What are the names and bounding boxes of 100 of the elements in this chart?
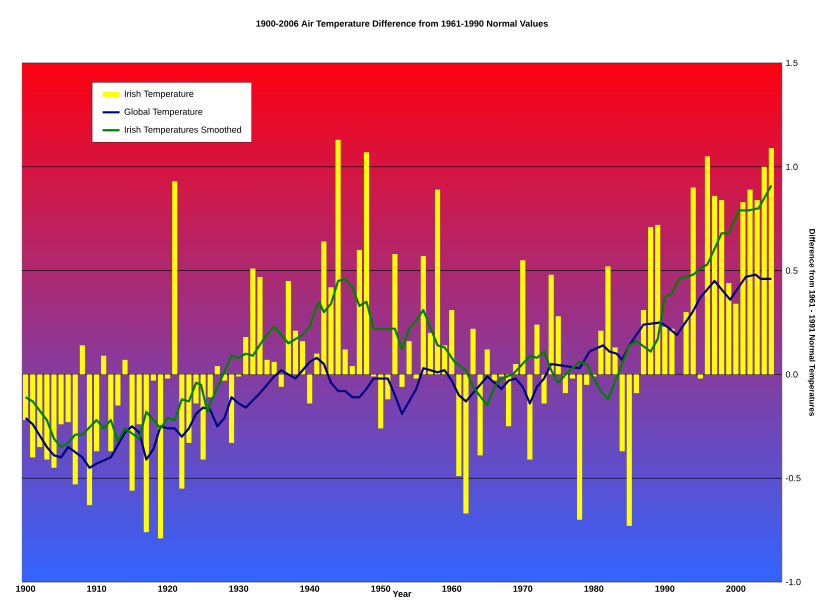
- bar: [456, 374, 462, 476]
- bar: [336, 140, 341, 374]
- bar: [690, 188, 696, 374]
- x-tick-label: 1900: [16, 586, 36, 592]
- bar: [286, 280, 291, 374]
- x-tick-label: 1940: [300, 586, 320, 592]
- legend-label: Global Temperature: [124, 108, 202, 117]
- bar: [172, 181, 178, 374]
- bar: [420, 256, 426, 374]
- chart-title: 1900-2006 Air Temperature Difference from 1961-1990 Normal Values: [256, 20, 548, 28]
- x-tick-label: 2000: [726, 586, 746, 592]
- bar: [350, 366, 355, 374]
- bar: [51, 374, 57, 468]
- bar: [158, 374, 164, 538]
- bar: [698, 374, 703, 379]
- bar: [520, 260, 526, 374]
- bar: [94, 374, 100, 452]
- x-tick-label: 1920: [158, 586, 178, 592]
- bar: [768, 148, 774, 374]
- bar: [108, 374, 114, 452]
- bar: [30, 374, 36, 458]
- bar: [101, 356, 106, 374]
- x-tick-label: 1990: [655, 586, 674, 592]
- bar: [662, 326, 668, 374]
- bar: [527, 374, 532, 460]
- y-tick-label: -0.5: [786, 475, 801, 482]
- bar: [364, 152, 370, 374]
- bar: [278, 374, 284, 387]
- x-tick-label: 1980: [584, 586, 604, 592]
- bar: [179, 374, 184, 489]
- bar: [264, 360, 270, 374]
- bar: [250, 268, 256, 374]
- bar: [726, 283, 732, 374]
- bar: [356, 250, 362, 374]
- bar: [712, 196, 718, 374]
- bar: [762, 166, 767, 374]
- bar: [72, 374, 78, 484]
- bar: [634, 374, 639, 394]
- bar: [548, 274, 554, 374]
- bar: [321, 242, 326, 374]
- bar: [66, 374, 71, 422]
- bar: [228, 374, 234, 443]
- legend-label: Irish Temperatures Smoothed: [124, 126, 242, 135]
- bar: [704, 156, 710, 374]
- bar: [669, 328, 674, 374]
- bar: [534, 324, 540, 374]
- bar: [130, 374, 135, 491]
- y-tick-label: 0.5: [786, 267, 798, 274]
- bar: [434, 190, 440, 374]
- bar: [449, 310, 454, 374]
- bar: [115, 374, 120, 406]
- bar: [570, 374, 576, 379]
- bar: [208, 374, 213, 398]
- bar: [150, 374, 156, 381]
- bar: [406, 341, 412, 374]
- x-tick-label: 1950: [371, 586, 390, 592]
- bar: [272, 362, 277, 374]
- bar: [719, 200, 724, 374]
- y-tick-label: 1.0: [786, 164, 798, 170]
- bar: [257, 276, 263, 374]
- x-tick-label: 1930: [229, 586, 248, 592]
- bar: [428, 332, 433, 374]
- bar: [577, 374, 582, 520]
- x-tick-label: 1910: [87, 586, 106, 592]
- bar: [584, 374, 590, 385]
- bar: [684, 312, 689, 374]
- bar: [598, 330, 604, 374]
- x-tick-label: 1970: [513, 586, 532, 592]
- bar: [463, 374, 468, 514]
- bar: [655, 224, 660, 374]
- bar: [23, 374, 28, 420]
- bar: [243, 337, 248, 374]
- y-tick-label: -1.0: [786, 578, 801, 586]
- bar: [740, 202, 746, 374]
- y-tick-label: 0.0: [786, 371, 798, 378]
- bar: [214, 366, 220, 374]
- bar: [484, 349, 490, 374]
- bar: [648, 226, 654, 374]
- legend-label: Irish Temperature: [124, 90, 194, 99]
- bar: [747, 190, 753, 374]
- bar: [122, 360, 128, 374]
- bar: [605, 266, 611, 374]
- bar: [399, 374, 405, 387]
- bar: [754, 200, 760, 374]
- bar: [165, 374, 170, 379]
- bar: [292, 330, 298, 374]
- bar: [86, 374, 92, 506]
- x-tick-label: 1960: [442, 586, 462, 592]
- x-axis-title: Year: [392, 590, 412, 597]
- bar: [328, 287, 334, 374]
- bar: [80, 345, 85, 374]
- bar: [733, 304, 738, 374]
- bar: [414, 374, 419, 379]
- bar: [342, 349, 348, 374]
- bar: [470, 328, 476, 374]
- bar: [556, 316, 561, 374]
- bar: [392, 254, 398, 374]
- bar: [492, 374, 497, 381]
- bar: [307, 374, 312, 404]
- y-tick-label: 1.5: [786, 60, 798, 66]
